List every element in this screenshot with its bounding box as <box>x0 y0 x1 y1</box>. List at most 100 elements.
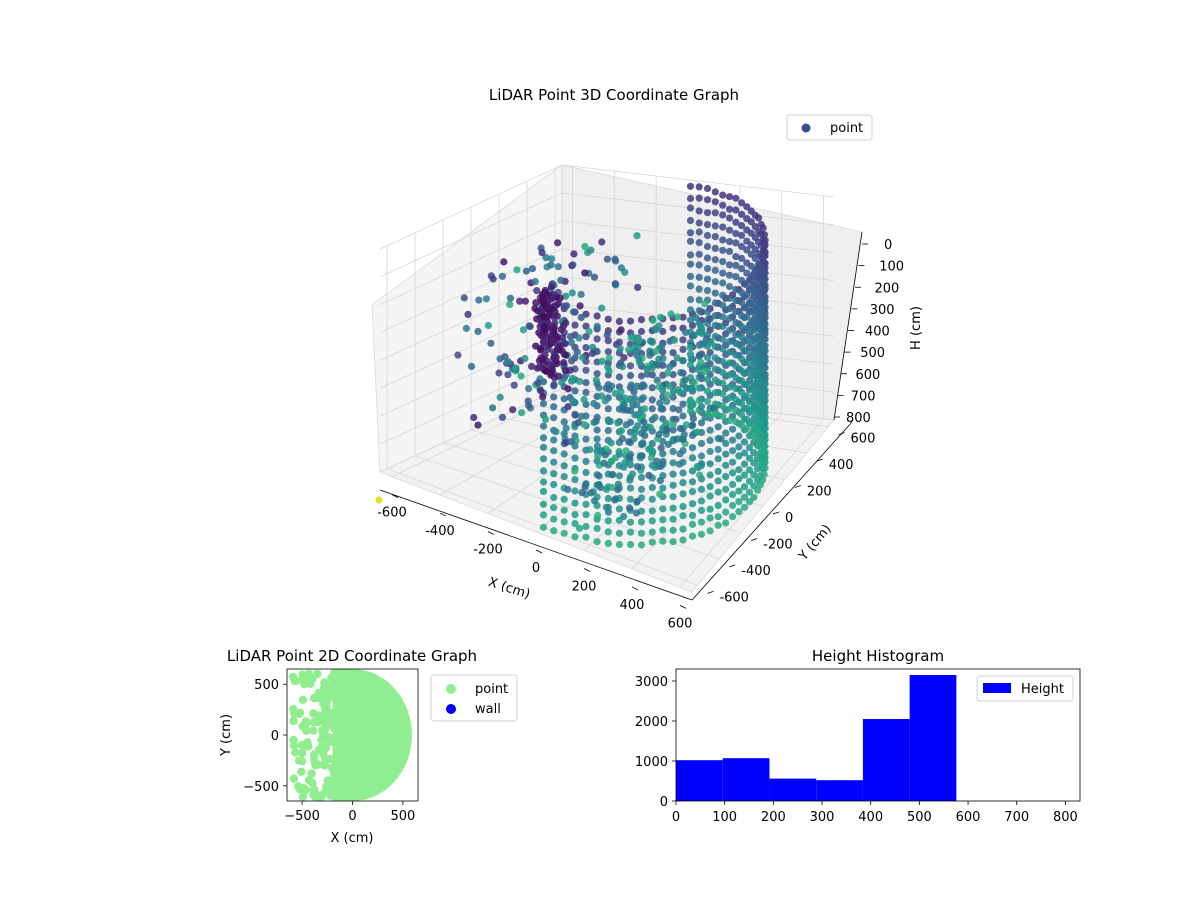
point-3d <box>648 483 656 492</box>
point-3d <box>550 393 558 401</box>
point-3d <box>751 223 759 231</box>
point-3d <box>669 393 677 401</box>
point-3d <box>757 298 765 306</box>
point-2d <box>334 766 344 775</box>
point-3d <box>686 344 694 352</box>
point-3d <box>593 538 601 546</box>
histogram-bar <box>722 758 770 801</box>
chart-2d: LiDAR Point 2D Coordinate Graph −500 0 500… <box>219 647 518 846</box>
point-3d <box>729 425 737 433</box>
point-3d <box>695 261 703 269</box>
point-2d <box>308 779 317 788</box>
legend-histogram-label: Height <box>1021 682 1064 697</box>
point-3d <box>679 345 687 353</box>
point-3d <box>593 370 601 378</box>
point-3d <box>539 467 548 475</box>
point-3d <box>639 440 647 448</box>
point-3d <box>560 518 568 526</box>
point-3d <box>732 418 740 426</box>
point-3d <box>646 337 655 345</box>
point-3d <box>571 321 579 329</box>
point-3d <box>615 373 624 381</box>
point-3d <box>637 529 646 537</box>
point-3d <box>679 336 687 344</box>
point-3d <box>703 184 712 193</box>
point-3d <box>719 357 727 365</box>
grid-line <box>414 455 720 560</box>
point-3d <box>725 383 734 391</box>
point-3d <box>687 355 695 363</box>
point-3d <box>743 246 751 254</box>
point-3d <box>738 421 746 429</box>
point-3d <box>738 333 746 341</box>
point-3d <box>559 333 567 341</box>
point-3d <box>542 254 550 262</box>
tick-mark <box>751 538 758 541</box>
point-3d <box>569 308 578 316</box>
point-3d <box>659 526 667 534</box>
point-3d <box>729 458 737 466</box>
point-3d <box>669 470 677 478</box>
x-tick-label-histogram: 300 <box>810 810 835 825</box>
point-3d <box>571 454 579 462</box>
z-tick-label-3d: 600 <box>856 368 881 383</box>
point-3d <box>714 445 722 454</box>
point-3d <box>648 384 656 392</box>
point-3d <box>659 537 667 545</box>
point-3d <box>531 278 539 286</box>
point-3d <box>688 467 697 475</box>
point-3d <box>703 353 712 361</box>
point-3d <box>637 541 646 549</box>
point-2d <box>298 695 308 704</box>
point-3d <box>659 450 667 458</box>
y-axis-label-2d: Y (cm) <box>219 714 234 757</box>
point-3d <box>686 182 695 190</box>
point-3d <box>595 472 603 480</box>
point-3d <box>496 393 504 401</box>
point-3d <box>648 396 656 404</box>
point-3d <box>725 348 734 356</box>
point-3d <box>711 289 719 297</box>
point-3d <box>655 383 664 391</box>
point-3d <box>539 455 548 463</box>
point-3d <box>738 343 746 351</box>
point-3d <box>725 417 734 425</box>
point-3d <box>636 452 644 460</box>
point-3d <box>588 349 597 357</box>
point-3d <box>578 489 586 497</box>
point-3d <box>712 410 720 418</box>
point-3d <box>719 412 727 420</box>
chart-3d: LiDAR Point 3D Coordinate Graph -600 -400… <box>371 86 924 631</box>
point-3d <box>560 359 568 367</box>
point-3d <box>688 488 697 496</box>
point-3d <box>688 520 697 529</box>
point-3d <box>519 326 528 334</box>
point-3d <box>669 493 677 501</box>
point-3d <box>697 452 706 460</box>
point-3d <box>569 397 577 405</box>
histogram-ticks: 0 100 200 300 400 500 600 700 800 0 1000 2000 3000 <box>635 675 1078 825</box>
point-3d <box>504 357 512 365</box>
point-3d <box>743 392 751 400</box>
point-3d <box>593 312 601 320</box>
z-axis-line <box>833 231 863 421</box>
point-3d <box>554 299 563 307</box>
point-3d <box>703 231 712 240</box>
point-3d <box>557 276 565 284</box>
point-3d <box>612 281 620 289</box>
point-3d <box>554 239 562 247</box>
point-3d <box>725 394 734 402</box>
point-3d <box>484 321 492 330</box>
point-3d <box>688 500 697 508</box>
point-3d <box>711 365 719 373</box>
point-3d <box>738 399 746 407</box>
outlier-point <box>375 496 383 504</box>
y-tick-label-2d: 500 <box>254 678 279 693</box>
point-cloud-2d <box>288 669 412 801</box>
point-3d <box>729 513 737 521</box>
point-3d <box>711 256 719 264</box>
point-3d <box>719 368 727 377</box>
x-tick-label-histogram: 500 <box>907 810 932 825</box>
point-3d <box>738 355 746 363</box>
point-3d <box>500 258 508 266</box>
